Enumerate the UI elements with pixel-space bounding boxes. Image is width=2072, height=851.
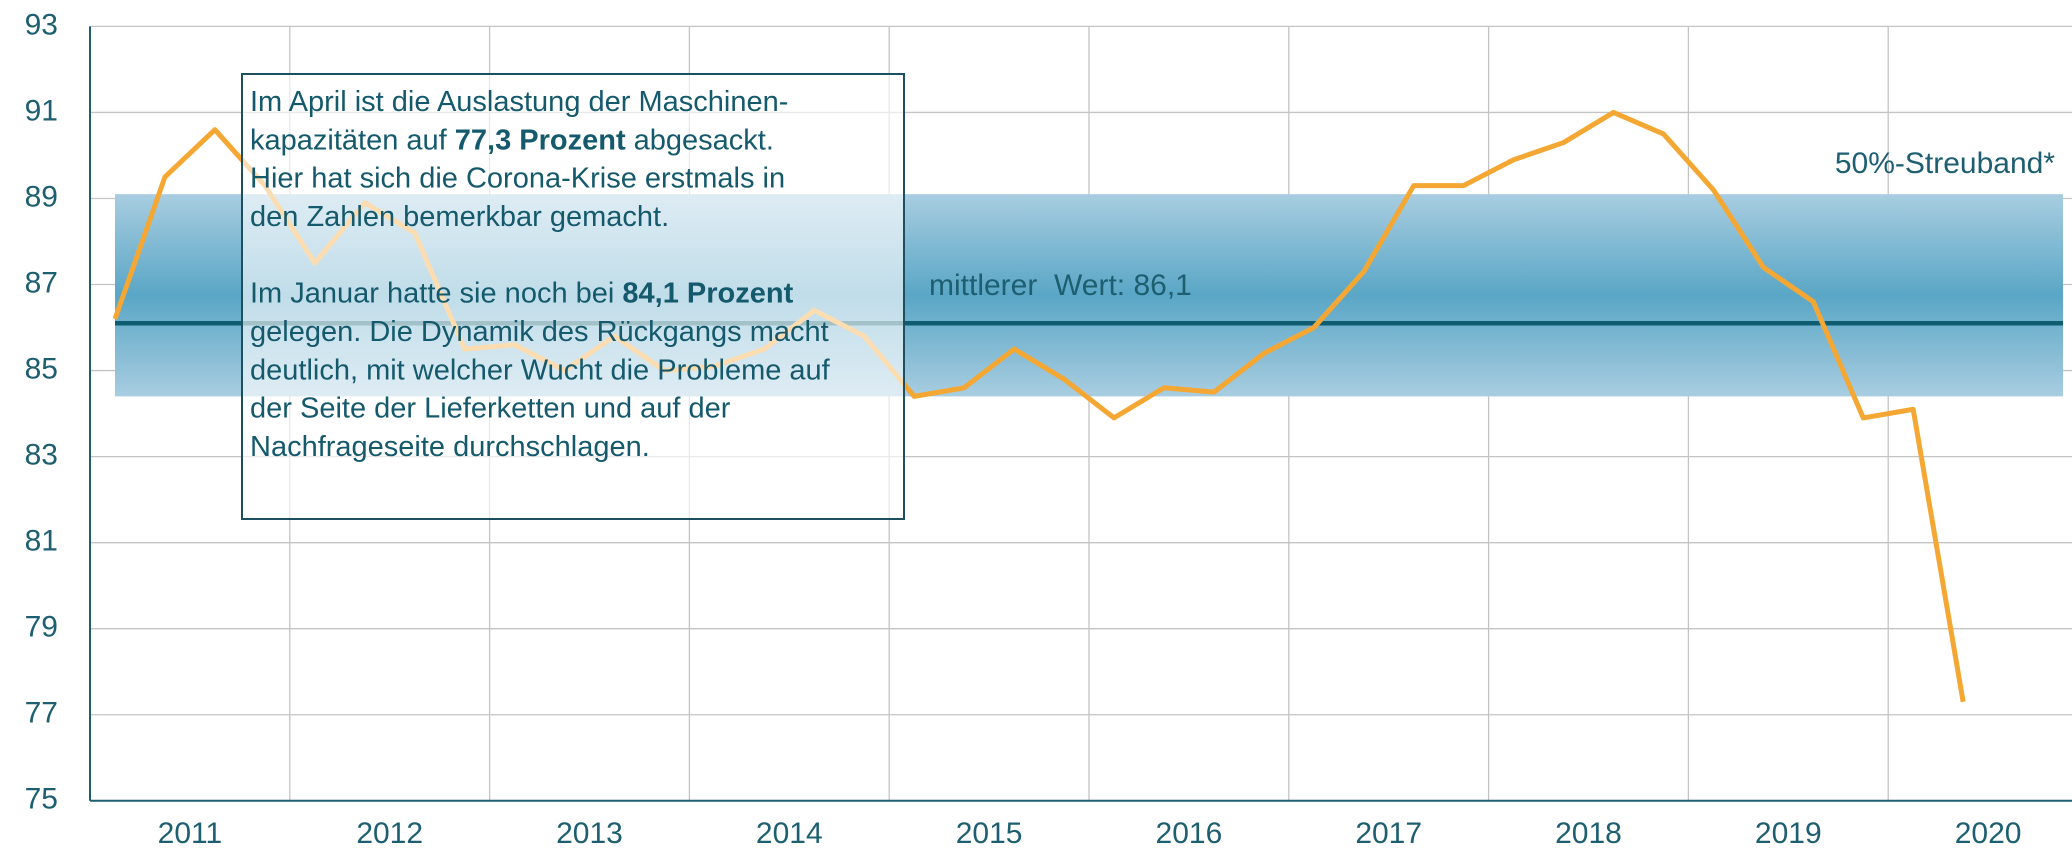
x-tick-label: 2013 <box>556 817 623 850</box>
annotation-text: Nachfrageseite durchschlagen. <box>250 431 650 463</box>
annotation-text: abgesackt. <box>626 124 774 156</box>
annotation-line: Im April ist die Auslastung der Maschine… <box>250 86 788 118</box>
annotation-text: deutlich, mit welcher Wucht die Probleme… <box>250 354 831 386</box>
annotation-text: gelegen. Die Dynamik des Rückgangs macht <box>250 316 829 348</box>
x-tick-label: 2016 <box>1156 817 1223 850</box>
x-tick-label: 2012 <box>356 817 423 850</box>
annotation-text: der Seite der Lieferketten und auf der <box>250 392 731 424</box>
annotation-text: Im Januar hatte sie noch bei <box>250 277 622 309</box>
y-tick-label: 77 <box>25 697 58 730</box>
annotation-line: den Zahlen bemerkbar gemacht. <box>250 201 669 233</box>
annotation-line: deutlich, mit welcher Wucht die Probleme… <box>250 354 831 386</box>
annotation-line: Nachfrageseite durchschlagen. <box>250 431 650 463</box>
x-tick-label: 2019 <box>1755 817 1822 850</box>
y-tick-label: 89 <box>25 180 58 213</box>
annotation-text: den Zahlen bemerkbar gemacht. <box>250 201 669 233</box>
annotation-line: gelegen. Die Dynamik des Rückgangs macht <box>250 316 829 348</box>
annotation-text: Hier hat sich die Corona-Krise erstmals … <box>250 162 785 194</box>
x-tick-label: 2018 <box>1555 817 1622 850</box>
x-tick-label: 2014 <box>756 817 823 850</box>
annotation-line: der Seite der Lieferketten und auf der <box>250 392 731 424</box>
y-tick-label: 75 <box>25 783 58 816</box>
mean-label: mittlerer Wert: 86,1 <box>929 269 1192 302</box>
annotation-text: 77,3 Prozent <box>455 124 626 156</box>
annotation: Im April ist die Auslastung der Maschine… <box>241 73 905 520</box>
y-tick-label: 93 <box>25 8 58 41</box>
streuband-label: 50%-Streuband* <box>1835 147 2055 180</box>
annotation-box <box>241 73 905 520</box>
y-tick-label: 79 <box>25 611 58 644</box>
y-tick-label: 91 <box>25 94 58 127</box>
annotation-text: kapazitäten auf <box>250 124 455 156</box>
annotation-text: Im April ist die Auslastung der Maschine… <box>250 86 788 118</box>
y-tick-label: 83 <box>25 439 58 472</box>
x-tick-label: 2011 <box>158 817 223 850</box>
annotation-line: Im Januar hatte sie noch bei 84,1 Prozen… <box>250 277 794 309</box>
annotation-line: kapazitäten auf 77,3 Prozent abgesackt. <box>250 124 774 156</box>
x-tick-label: 2017 <box>1355 817 1422 850</box>
y-tick-label: 85 <box>25 352 58 385</box>
annotation-line: Hier hat sich die Corona-Krise erstmals … <box>250 162 785 194</box>
y-tick-label: 87 <box>25 266 58 299</box>
annotation-text: 84,1 Prozent <box>622 277 793 309</box>
y-tick-label: 81 <box>25 525 58 558</box>
x-tick-label: 2020 <box>1955 817 2022 850</box>
x-tick-label: 2015 <box>956 817 1023 850</box>
